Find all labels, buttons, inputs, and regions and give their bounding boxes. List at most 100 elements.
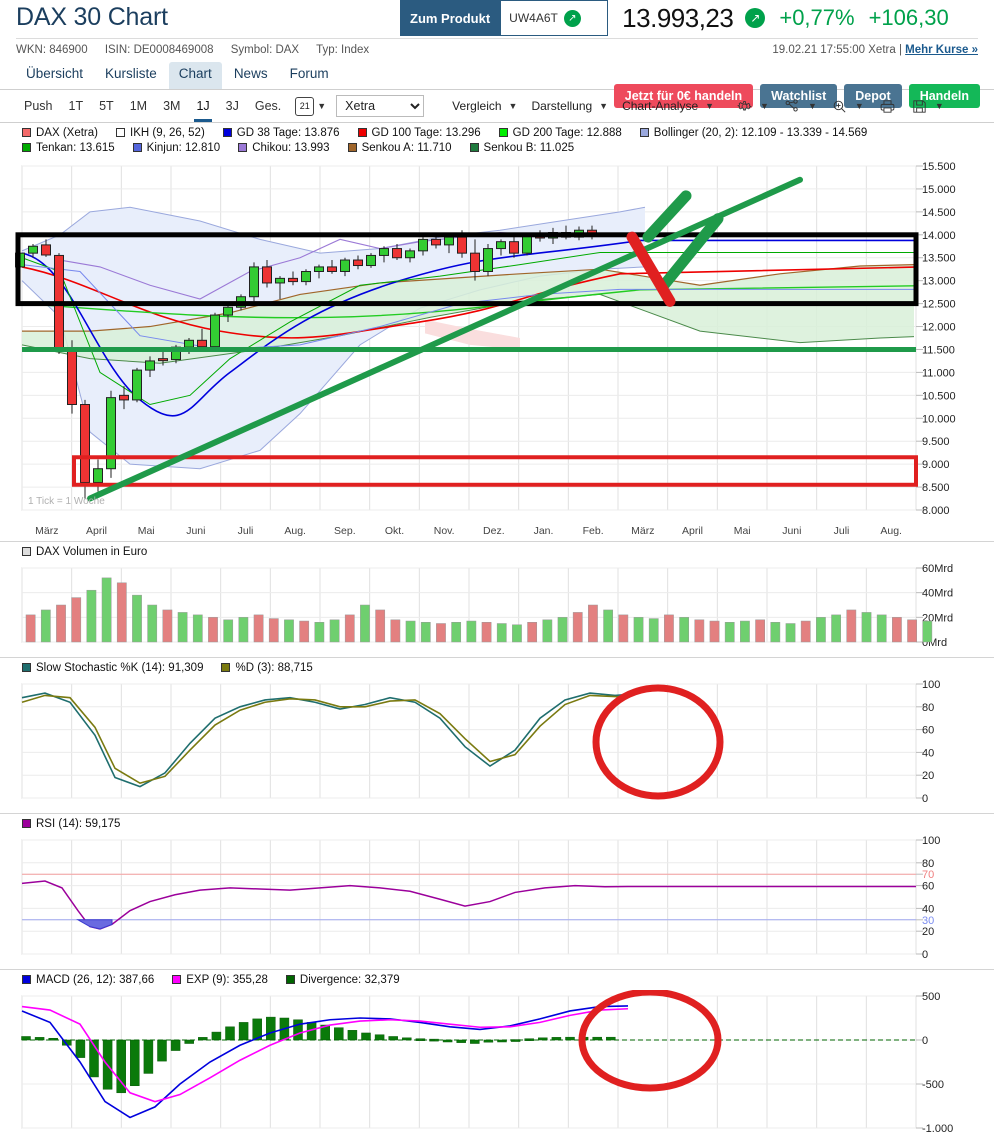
stochastic-chart-svg[interactable]: 100 80 60 40 20 0 [0, 678, 994, 808]
menu-chart-analyse[interactable]: Chart-Analyse ▼ [616, 96, 720, 116]
meta-isin: ISIN: DE0008469008 [104, 44, 214, 56]
cta-red-button[interactable]: Jetzt für 0€ handeln [613, 84, 754, 108]
svg-text:500: 500 [922, 991, 940, 1003]
svg-text:20: 20 [922, 770, 934, 782]
x-axis-tick-label: Feb. [582, 525, 604, 537]
x-axis-tick-label: Juli [833, 525, 850, 537]
nav-tab-bersicht[interactable]: Übersicht [26, 66, 84, 81]
legend-label: Bollinger (20, 2): 12.109 - 13.339 - 14.… [653, 127, 868, 139]
svg-text:15.500: 15.500 [922, 161, 956, 173]
legend-item[interactable]: MACD (26, 12): 387,66 [22, 973, 154, 988]
legend-label: Senkou A: 11.710 [361, 142, 452, 154]
svg-text:13.000: 13.000 [922, 276, 956, 288]
more-quotes-link[interactable]: Mehr Kurse » [905, 44, 978, 56]
gear-chevron-down-icon: ▼ [760, 101, 769, 111]
range-push[interactable]: Push [24, 99, 53, 113]
menu-darstellung[interactable]: Darstellung ▼ [525, 96, 614, 116]
price-trend-arrow-icon: ↗ [745, 8, 766, 28]
range-3j[interactable]: 3J [225, 99, 239, 113]
legend-label: MACD (26, 12): 387,66 [36, 974, 155, 986]
zoom-button[interactable]: ▼ [825, 95, 870, 118]
legend-item[interactable]: Kinjun: 12.810 [132, 141, 221, 156]
range-3m[interactable]: 3M [163, 99, 181, 113]
legend-item[interactable]: RSI (14): 59,175 [22, 817, 120, 832]
svg-text:80: 80 [922, 858, 934, 870]
cta-slate-button[interactable]: Watchlist [760, 84, 838, 108]
range-1m[interactable]: 1M [129, 99, 148, 113]
exchange-select[interactable]: XetraFrankfurtTradegate [336, 95, 425, 117]
save-disk-icon [913, 99, 926, 113]
external-link-arrow-icon[interactable]: ↗ [563, 9, 581, 27]
svg-text:60: 60 [922, 725, 934, 737]
nav-tab-news[interactable]: News [233, 66, 268, 81]
page-header: DAX 30 Chart Zum Produkt UW4A6T ↗ 13.993… [0, 0, 994, 62]
legend-item[interactable]: %D (3): 88,715 [221, 661, 313, 676]
legend-item[interactable]: DAX Volumen in Euro [22, 545, 147, 560]
svg-text:-500: -500 [922, 1079, 944, 1091]
legend-color-swatch-icon [172, 975, 182, 984]
legend-color-swatch-icon [22, 143, 31, 152]
nav-tab-kursliste[interactable]: Kursliste [105, 66, 157, 81]
legend-item[interactable]: GD 100 Tage: 13.296 [357, 126, 481, 141]
indicators-button[interactable]: ▼ [777, 95, 823, 118]
range-5t[interactable]: 5T [99, 99, 114, 113]
cta-green-button[interactable]: Handeln [908, 84, 980, 108]
legend-label: DAX Volumen in Euro [36, 546, 148, 558]
legend-item[interactable]: EXP (9): 355,28 [172, 973, 268, 988]
calendar-icon[interactable]: 21 [295, 96, 315, 116]
x-axis-tick-label: Nov. [433, 525, 455, 537]
legend-color-swatch-icon [22, 547, 31, 556]
x-axis-labels: März April Mai Juni Juli Aug. Sep. Okt. Nov. Dez.… [0, 523, 994, 541]
x-axis-tick-label: Juni [186, 525, 206, 537]
legend-item[interactable]: DAX (Xetra) [22, 126, 98, 141]
nav-tab-chart[interactable]: Chart [168, 62, 222, 89]
legend-item[interactable]: Senkou B: 11.025 [469, 141, 574, 156]
range-button-group: Push 1T 5T 1M 3M 1J 3J Ges. [16, 96, 289, 122]
volume-legend: DAX Volumen in Euro [0, 541, 994, 562]
cta-slate-button[interactable]: Depot [844, 84, 902, 108]
legend-color-swatch-icon [221, 663, 231, 672]
menu-vergleich[interactable]: Vergleich ▼ [446, 96, 523, 116]
legend-color-swatch-icon [222, 128, 232, 137]
legend-item[interactable]: GD 200 Tage: 12.888 [498, 126, 622, 141]
x-axis-tick-label: April [85, 525, 108, 537]
svg-text:1 Tick = 1 Woche: 1 Tick = 1 Woche [28, 496, 105, 507]
x-axis-tick-label: Sep. [334, 525, 356, 537]
product-wkn-code: UW4A6T [509, 11, 558, 25]
range-1t[interactable]: 1T [68, 99, 84, 113]
legend-item[interactable]: IKH (9, 26, 52) [116, 126, 205, 141]
print-button[interactable] [872, 95, 903, 118]
legend-label: IKH (9, 26, 52) [130, 127, 205, 139]
x-axis-tick-label: Dez. [483, 525, 505, 537]
macd-chart-svg[interactable]: 500 0 -500 -1.000 [0, 988, 994, 1138]
legend-item[interactable]: Slow Stochastic %K (14): 91,309 [22, 661, 203, 676]
quote-timestamp: 19.02.21 17:55:00 Xetra [772, 44, 896, 56]
save-button[interactable]: ▼ [905, 95, 950, 118]
legend-color-swatch-icon [639, 128, 649, 137]
price-chart-svg[interactable]: 15.500 15.000 14.500 14.000 13.500 13.000 12.5… [0, 158, 994, 518]
legend-item[interactable]: Senkou A: 11.710 [347, 141, 452, 156]
legend-item[interactable]: Divergence: 32,379 [285, 973, 400, 988]
legend-item[interactable]: Tenkan: 13.615 [22, 141, 115, 156]
legend-item[interactable]: Bollinger (20, 2): 12.109 - 13.339 - 14.… [639, 126, 868, 141]
calendar-chevron-down-icon[interactable]: ▼ [317, 101, 327, 111]
legend-color-swatch-icon [347, 143, 357, 152]
legend-item[interactable]: GD 38 Tage: 13.876 [222, 126, 340, 141]
legend-label: Kinjun: 12.810 [146, 142, 221, 154]
x-axis-tick-label: Okt. [384, 525, 405, 537]
range-ges[interactable]: Ges. [254, 99, 282, 113]
legend-color-swatch-icon [238, 143, 248, 152]
legend-color-swatch-icon [22, 663, 31, 672]
product-wkn-box[interactable]: UW4A6T ↗ [500, 0, 609, 36]
legend-label: DAX (Xetra) [36, 127, 98, 139]
gear-button[interactable]: ▼ [730, 95, 775, 118]
zum-produkt-button[interactable]: Zum Produkt [400, 0, 501, 36]
svg-text:0: 0 [922, 1035, 928, 1047]
x-axis-tick-label: Juni [782, 525, 802, 537]
legend-item[interactable]: Chikou: 13.993 [238, 141, 330, 156]
svg-text:8.000: 8.000 [922, 505, 950, 517]
range-1j[interactable]: 1J [188, 96, 217, 122]
nav-tab-forum[interactable]: Forum [289, 66, 329, 81]
